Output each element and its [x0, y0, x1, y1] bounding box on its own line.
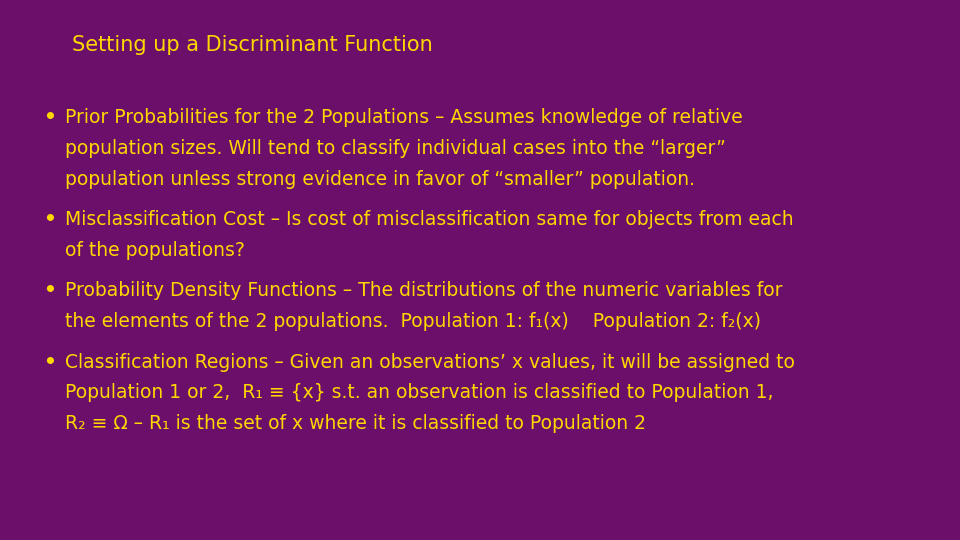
Text: Classification Regions – Given an observations’ x values, it will be assigned to: Classification Regions – Given an observ…: [65, 353, 795, 372]
Text: Probability Density Functions – The distributions of the numeric variables for: Probability Density Functions – The dist…: [65, 281, 782, 300]
Text: Population 1 or 2,  R₁ ≡ {x} s.t. an observation is classified to Population 1,: Population 1 or 2, R₁ ≡ {x} s.t. an obse…: [65, 383, 774, 402]
Text: Setting up a Discriminant Function: Setting up a Discriminant Function: [72, 35, 433, 55]
Text: •: •: [43, 281, 56, 300]
Text: •: •: [43, 210, 56, 229]
Text: the elements of the 2 populations.  Population 1: f₁(x)    Population 2: f₂(x): the elements of the 2 populations. Popul…: [65, 312, 761, 331]
Text: population sizes. Will tend to classify individual cases into the “larger”: population sizes. Will tend to classify …: [65, 139, 726, 158]
Text: population unless strong evidence in favor of “smaller” population.: population unless strong evidence in fav…: [65, 170, 695, 188]
Text: •: •: [43, 108, 56, 127]
Text: Misclassification Cost – Is cost of misclassification same for objects from each: Misclassification Cost – Is cost of misc…: [65, 210, 794, 229]
Text: •: •: [43, 353, 56, 372]
Text: of the populations?: of the populations?: [65, 241, 245, 260]
Text: Prior Probabilities for the 2 Populations – Assumes knowledge of relative: Prior Probabilities for the 2 Population…: [65, 108, 743, 127]
Text: R₂ ≡ Ω – R₁ is the set of x where it is classified to Population 2: R₂ ≡ Ω – R₁ is the set of x where it is …: [65, 414, 646, 433]
